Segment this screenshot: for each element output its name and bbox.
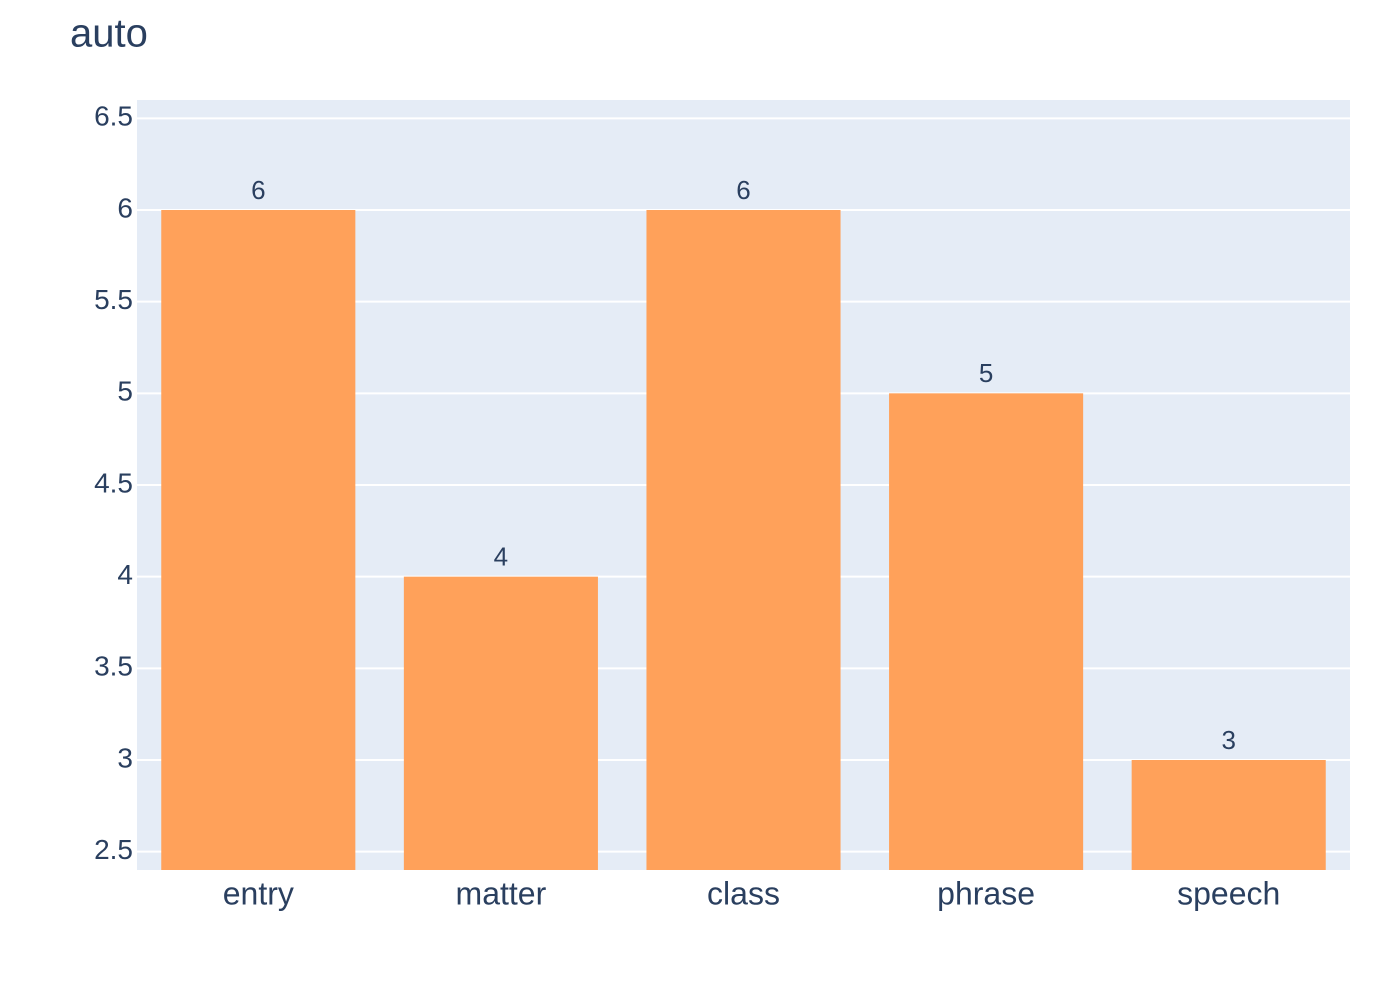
value-label: 4: [494, 542, 508, 572]
bar: [161, 210, 356, 870]
value-label: 6: [251, 175, 265, 205]
x-tick-label: entry: [223, 875, 294, 911]
value-label: 3: [1221, 725, 1235, 755]
x-tick-label: speech: [1177, 875, 1280, 911]
y-tick-label: 6.5: [94, 101, 133, 132]
y-tick-label: 3.5: [94, 651, 133, 682]
y-tick-label: 2.5: [94, 834, 133, 865]
bar: [1131, 760, 1326, 870]
bar: [646, 210, 841, 870]
value-label: 6: [736, 175, 750, 205]
x-tick-label: class: [707, 875, 780, 911]
bar: [889, 393, 1084, 870]
y-tick-label: 6: [117, 192, 133, 223]
bar: [403, 576, 598, 870]
chart-title: auto: [70, 12, 148, 56]
y-tick-label: 4.5: [94, 467, 133, 498]
x-tick-label: phrase: [937, 875, 1035, 911]
y-tick-label: 5.5: [94, 284, 133, 315]
y-tick-label: 3: [117, 742, 133, 773]
y-tick-label: 5: [117, 376, 133, 407]
y-tick-label: 4: [117, 559, 133, 590]
value-label: 5: [979, 358, 993, 388]
x-tick-label: matter: [456, 875, 547, 911]
